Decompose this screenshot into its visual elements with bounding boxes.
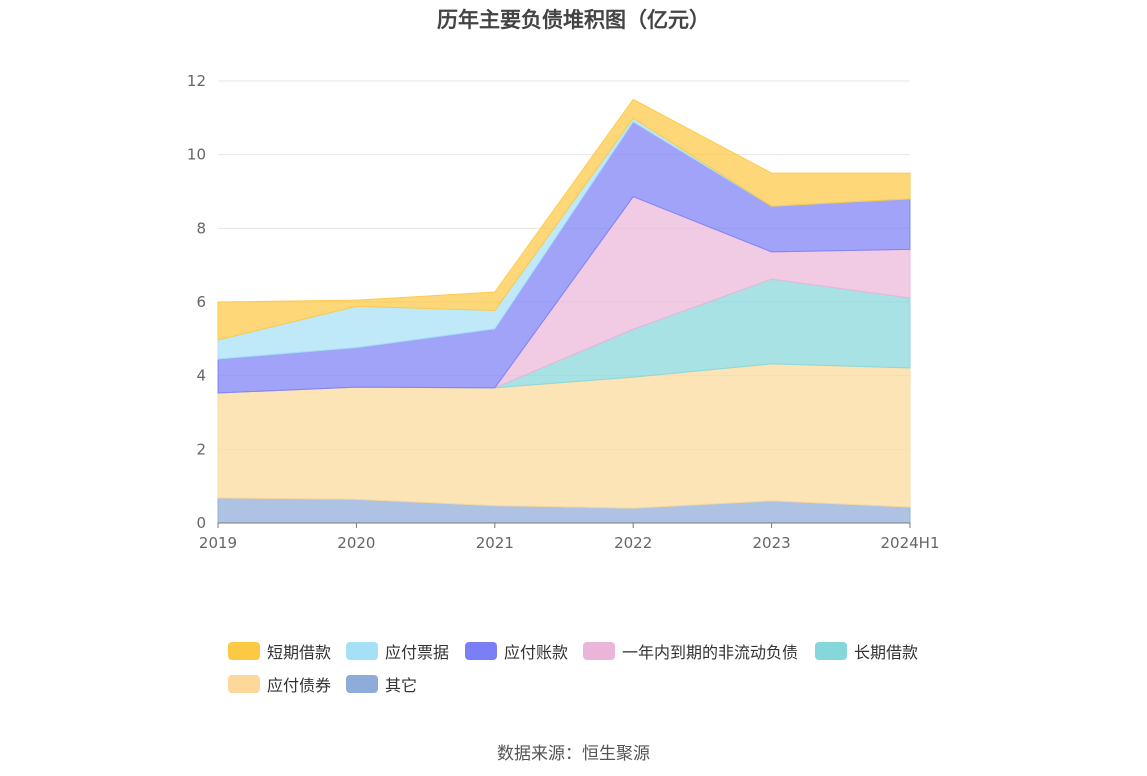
legend-item[interactable]: 短期借款 <box>228 640 331 662</box>
x-tick-label: 2021 <box>476 534 514 552</box>
legend-swatch <box>228 675 260 693</box>
legend-label: 短期借款 <box>267 643 332 662</box>
legend-label: 长期借款 <box>854 643 919 662</box>
legend-item[interactable]: 应付票据 <box>346 640 449 662</box>
legend-swatch <box>346 675 378 693</box>
legend-item[interactable]: 应付账款 <box>465 640 568 662</box>
y-tick-label: 0 <box>196 514 206 532</box>
stacked-area-chart: 0 2 4 6 8 10 12 2019 2020 2021 2022 2023 2024H1 <box>187 72 940 552</box>
y-tick-label: 6 <box>196 293 206 311</box>
legend-label: 其它 <box>385 676 418 695</box>
legend-label: 应付债券 <box>267 676 332 695</box>
legend-item[interactable]: 长期借款 <box>815 640 918 662</box>
y-tick-label: 12 <box>187 72 206 90</box>
legend-item[interactable]: 其它 <box>346 673 417 695</box>
chart-title: 历年主要负债堆积图（亿元） <box>437 8 710 32</box>
y-tick-label: 2 <box>196 440 206 458</box>
area-series <box>217 98 911 524</box>
legend-label: 应付票据 <box>385 643 450 662</box>
x-tick-label: 2023 <box>753 534 791 552</box>
legend-swatch <box>815 642 847 660</box>
data-source: 数据来源：恒生聚源 <box>497 744 650 764</box>
y-tick-label: 10 <box>187 146 206 164</box>
y-tick-label: 4 <box>196 367 206 385</box>
y-tick-label: 8 <box>196 219 206 237</box>
legend-label: 一年内到期的非流动负债 <box>622 643 799 662</box>
x-tick-label: 2020 <box>337 534 375 552</box>
x-tick-label: 2022 <box>614 534 652 552</box>
area-series-6 <box>217 98 911 341</box>
x-tick-label: 2024H1 <box>881 534 940 552</box>
legend-swatch <box>465 642 497 660</box>
axes: 0 2 4 6 8 10 12 2019 2020 2021 2022 2023 2024H1 <box>187 72 940 552</box>
legend-item[interactable]: 一年内到期的非流动负债 <box>583 640 798 662</box>
legend-swatch <box>346 642 378 660</box>
legend-swatch <box>583 642 615 660</box>
x-tick-label: 2019 <box>199 534 237 552</box>
legend-swatch <box>228 642 260 660</box>
legend-item[interactable]: 应付债券 <box>228 673 331 695</box>
legend-label: 应付账款 <box>504 643 569 662</box>
